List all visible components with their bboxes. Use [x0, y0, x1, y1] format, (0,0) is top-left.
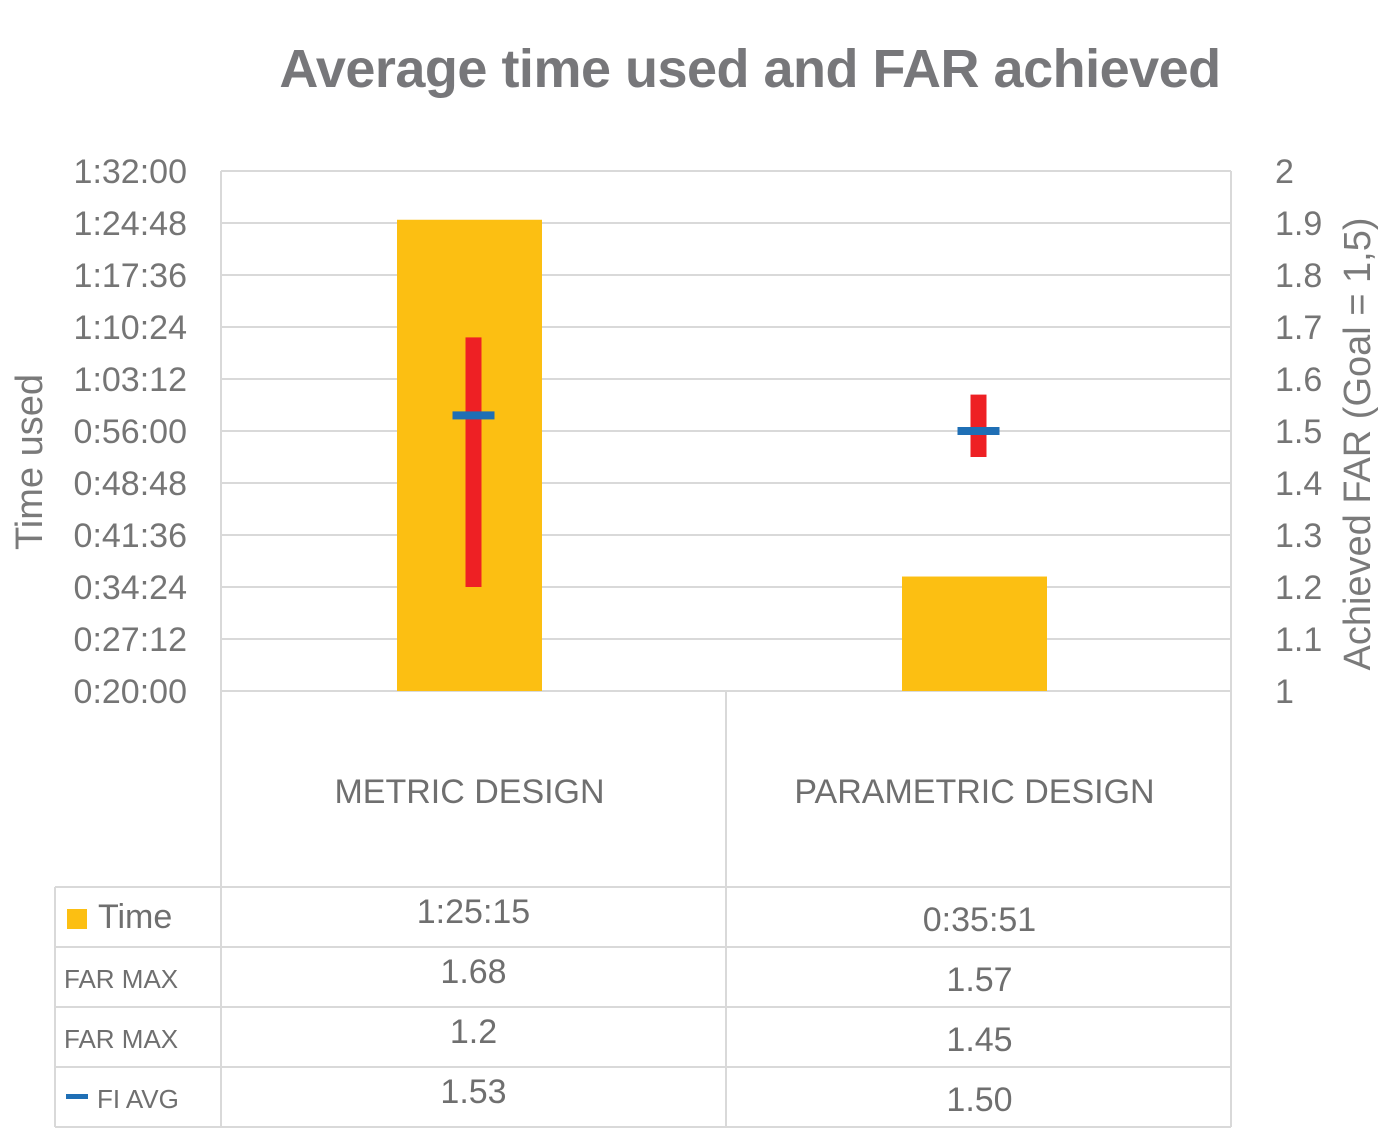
- left-axis-title: Time used: [9, 374, 51, 550]
- right-axis-title: Achieved FAR (Goal = 1,5): [1337, 217, 1379, 670]
- right-tick-label: 1.4: [1275, 465, 1322, 503]
- left-tick-label: 0:48:48: [74, 465, 187, 503]
- left-tick-label: 1:24:48: [74, 205, 187, 243]
- table-cell: 0:35:51: [923, 901, 1036, 939]
- table-cell: 1.68: [440, 953, 506, 991]
- data-table: METRIC DESIGN PARAMETRIC DESIGN Time 1:25:1…: [54, 691, 1231, 1128]
- row-label: FI AVG: [97, 1084, 179, 1114]
- time-bar: [902, 576, 1047, 691]
- left-axis: 0:20:00 0:27:12 0:34:24 0:41:36 0:48:48 0:56:…: [74, 153, 187, 711]
- left-tick-label: 1:32:00: [74, 153, 187, 191]
- chart-title: Average time used and FAR achieved: [279, 39, 1221, 99]
- table-cell: 1.2: [450, 1013, 497, 1051]
- table-cell: 1.53: [440, 1073, 506, 1111]
- row-label: FAR MAX: [64, 964, 178, 994]
- right-tick-label: 1.7: [1275, 309, 1322, 347]
- right-tick-label: 2: [1275, 153, 1294, 191]
- right-tick-label: 1.6: [1275, 361, 1322, 399]
- legend-swatch-time: [67, 909, 87, 929]
- table-cell: 1.45: [946, 1021, 1012, 1059]
- left-tick-label: 0:56:00: [74, 413, 187, 451]
- left-tick-label: 0:34:24: [74, 569, 187, 607]
- right-axis: 1 1.1 1.2 1.3 1.4 1.5 1.6 1.7 1.8 1.9 2: [1275, 153, 1322, 711]
- left-tick-label: 1:17:36: [74, 257, 187, 295]
- row-label: FAR MAX: [64, 1024, 178, 1054]
- legend-swatch-avg: [66, 1094, 88, 1099]
- left-tick-label: 0:41:36: [74, 517, 187, 555]
- right-tick-label: 1.3: [1275, 517, 1322, 555]
- table-cell: 1.50: [946, 1081, 1012, 1119]
- category-label: METRIC DESIGN: [334, 773, 604, 811]
- left-tick-label: 1:03:12: [74, 361, 187, 399]
- right-tick-label: 1.2: [1275, 569, 1322, 607]
- right-tick-label: 1.5: [1275, 413, 1322, 451]
- left-tick-label: 1:10:24: [74, 309, 187, 347]
- row-label: Time: [98, 898, 172, 936]
- right-tick-label: 1.9: [1275, 205, 1322, 243]
- category-label: PARAMETRIC DESIGN: [794, 773, 1154, 811]
- far-range-bar: [970, 394, 987, 457]
- bars: [397, 219, 1047, 691]
- table-cell: 1:25:15: [417, 893, 530, 931]
- far-range-bar: [465, 337, 482, 587]
- left-tick-label: 0:27:12: [74, 621, 187, 659]
- table-cell: 1.57: [946, 961, 1012, 999]
- left-tick-label: 0:20:00: [74, 673, 187, 711]
- right-tick-label: 1.8: [1275, 257, 1322, 295]
- fi-avg-marker: [957, 427, 1000, 435]
- fi-avg-marker: [452, 411, 495, 420]
- right-tick-label: 1: [1275, 673, 1294, 711]
- right-tick-label: 1.1: [1275, 621, 1322, 659]
